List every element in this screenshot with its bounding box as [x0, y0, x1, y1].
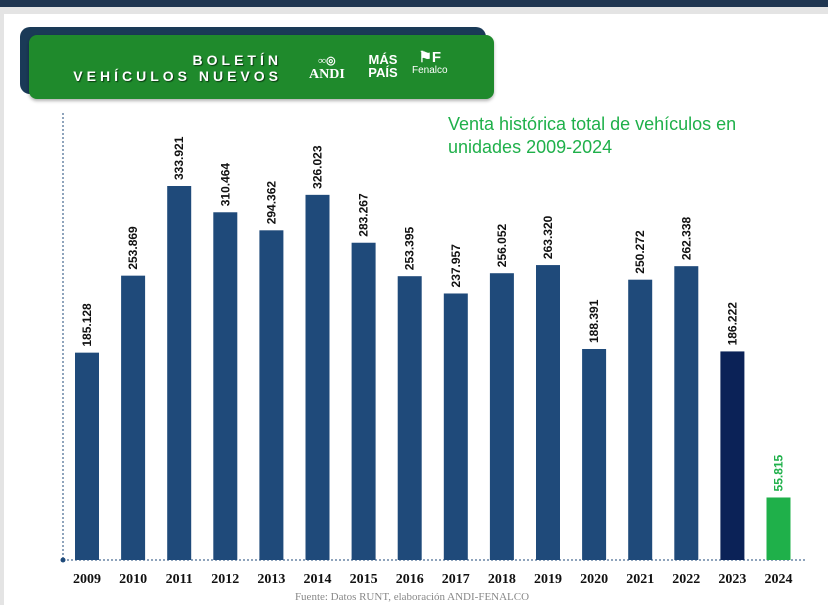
x-tick-2022: 2022: [672, 572, 700, 587]
x-tick-2017: 2017: [442, 572, 470, 587]
data-label-2023: 186.222: [725, 302, 739, 346]
data-label-2021: 250.272: [633, 230, 647, 274]
x-tick-2020: 2020: [580, 572, 608, 587]
x-tick-2011: 2011: [166, 572, 193, 587]
data-label-2013: 294.362: [264, 181, 278, 225]
data-label-2024: 55.815: [772, 454, 786, 491]
chart-title-line2: unidades 2009-2024: [448, 137, 612, 157]
banner-line1: BOLETÍN: [192, 52, 282, 68]
bar-2010: [121, 275, 146, 560]
bar-2017: [443, 293, 468, 560]
chart-title-line1: Venta histórica total de vehículos en: [448, 114, 736, 134]
x-tick-2009: 2009: [73, 572, 101, 587]
data-label-2009: 185.128: [80, 303, 94, 347]
data-label-2017: 237.957: [449, 244, 463, 288]
x-tick-2016: 2016: [396, 572, 424, 587]
mas-pais-logo: MÁS PAÍS: [368, 52, 398, 80]
data-label-2018: 256.052: [495, 224, 509, 268]
banner: BOLETÍN VEHÍCULOS NUEVOS ∞◎ ANDI MÁS PAÍS…: [29, 35, 494, 99]
x-tick-2019: 2019: [534, 572, 562, 587]
x-tick-2018: 2018: [488, 572, 516, 587]
fenalco-logo: ⚑F Fenalco: [412, 49, 448, 76]
bar-2009: [75, 352, 99, 560]
x-tick-2021: 2021: [626, 572, 654, 587]
bar-2014: [305, 194, 330, 561]
bar-2015: [351, 242, 376, 560]
bar-2013: [259, 230, 284, 561]
x-tick-2023: 2023: [718, 572, 746, 587]
data-label-2014: 326.023: [311, 145, 325, 189]
x-tick-2010: 2010: [119, 572, 147, 587]
data-label-2011: 333.921: [172, 136, 186, 180]
source-note: Fuente: Datos RUNT, elaboración ANDI-FEN…: [295, 591, 529, 603]
x-tick-2013: 2013: [257, 572, 285, 587]
top-bar: [0, 0, 828, 7]
bar-2021: [628, 279, 653, 560]
bar-2012: [213, 212, 238, 560]
axis-origin: [60, 557, 66, 563]
bar-2016: [397, 276, 422, 560]
data-label-2020: 188.391: [587, 299, 601, 343]
data-label-2010: 253.869: [126, 226, 140, 270]
data-label-2015: 283.267: [357, 193, 371, 237]
bar-2011: [167, 186, 192, 560]
x-tick-2024: 2024: [765, 572, 793, 587]
bar-2023: [720, 351, 745, 560]
bar-2018: [489, 273, 514, 560]
data-label-2016: 253.395: [403, 226, 417, 270]
banner-title: BOLETÍN VEHÍCULOS NUEVOS: [73, 52, 282, 84]
data-label-2022: 262.338: [679, 216, 693, 260]
data-label-2019: 263.320: [541, 215, 555, 259]
x-tick-2015: 2015: [350, 572, 378, 587]
data-label-2012: 310.464: [218, 163, 232, 207]
bar-2020: [582, 348, 607, 560]
x-tick-2014: 2014: [304, 572, 332, 587]
banner-line2: VEHÍCULOS NUEVOS: [73, 68, 282, 84]
x-tick-2012: 2012: [211, 572, 239, 587]
bar-2019: [536, 265, 560, 560]
bar-2022: [674, 266, 699, 560]
andi-logo: ∞◎ ANDI: [309, 55, 345, 82]
bar-2024: [766, 497, 791, 560]
